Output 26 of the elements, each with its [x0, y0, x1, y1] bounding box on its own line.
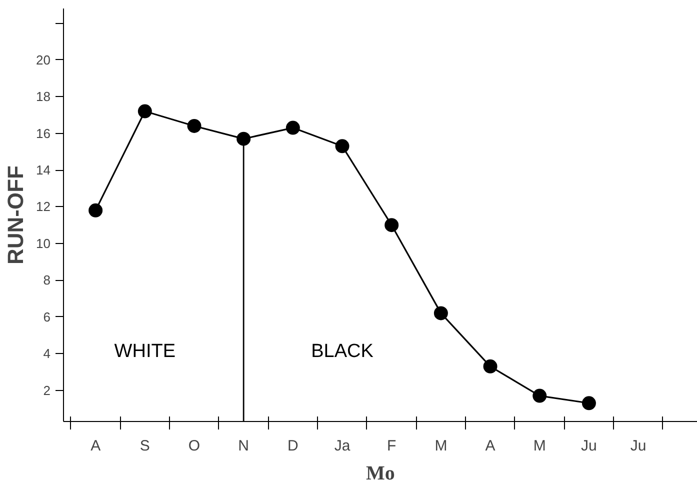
- annotation: BLACK: [311, 341, 374, 362]
- y-axis-title: RUN-OFF: [3, 166, 28, 264]
- x-tick-label: Ju: [581, 438, 597, 454]
- x-tick-label: N: [238, 438, 250, 454]
- x-tick-label: D: [288, 438, 299, 454]
- y-tick-label: 16: [36, 126, 51, 141]
- annotation: WHITE: [114, 341, 176, 362]
- x-tick-label: M: [533, 438, 546, 454]
- x-tick-label: F: [387, 438, 396, 454]
- x-tick-label: Ja: [334, 438, 351, 454]
- x-axis-title: Mo: [366, 462, 395, 484]
- x-tick-label: Ju: [630, 438, 646, 454]
- x-tick-label: S: [140, 438, 150, 454]
- x-tick-label: M: [434, 438, 448, 454]
- x-tick-label: O: [188, 438, 200, 454]
- x-tick-label: A: [485, 438, 496, 454]
- y-tick-label: 14: [36, 162, 51, 178]
- y-tick-label: 12: [36, 199, 51, 214]
- y-tick-label: 6: [43, 309, 51, 324]
- y-tick-label: 20: [36, 52, 51, 68]
- y-tick-label: 18: [36, 89, 51, 104]
- y-tick-label: 2: [43, 382, 51, 398]
- x-tick-label: A: [90, 438, 101, 454]
- y-tick-label: 4: [43, 346, 51, 362]
- y-tick-label: 8: [43, 272, 51, 288]
- y-tick-label: 10: [36, 236, 51, 251]
